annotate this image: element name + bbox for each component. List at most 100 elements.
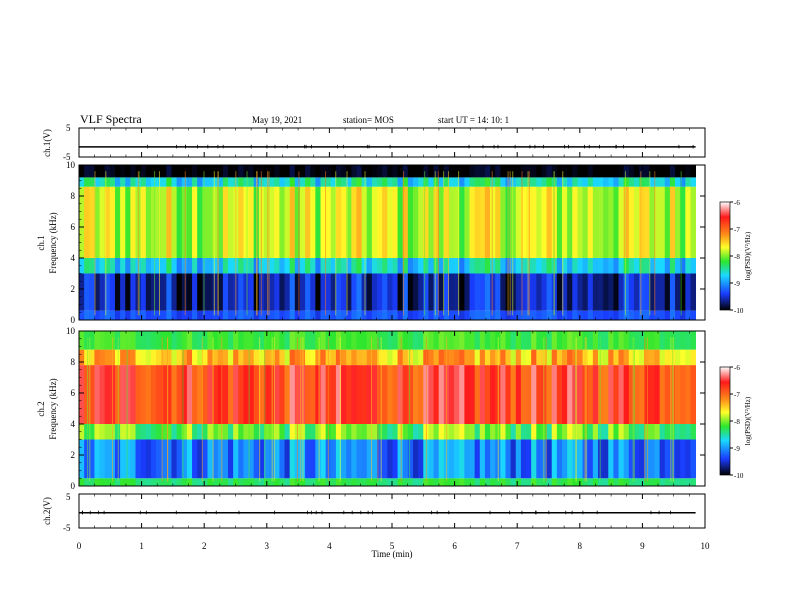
spectrogram-cell: [541, 177, 547, 187]
spectrogram-cell: [325, 186, 332, 258]
spectrogram-cell: [130, 478, 136, 486]
ch2-wave-ylabel: ch.2(V): [42, 497, 52, 525]
spectrogram-cell: [659, 310, 666, 320]
spectrogram-cell: [371, 424, 378, 440]
spectrogram-cell: [500, 349, 506, 366]
spectrogram-cell: [597, 310, 604, 320]
spectrogram-cell: [628, 331, 635, 350]
spectrogram-cell: [597, 177, 604, 187]
spectrogram-cell: [351, 165, 357, 178]
spectrogram-cell: [243, 165, 249, 178]
spectrogram-cell: [279, 186, 285, 258]
spectrogram-cell: [675, 424, 681, 440]
spectrogram-cell: [608, 365, 614, 424]
spectrogram-cell: [192, 273, 198, 311]
spectrogram-cell: [330, 177, 337, 187]
spectrogram-cell: [448, 478, 455, 486]
spectrogram-cell: [633, 186, 640, 258]
spectrogram-cell: [335, 273, 342, 311]
spectrogram-cell: [448, 331, 455, 350]
spectrogram-cell: [125, 439, 131, 479]
spectrogram-cell: [212, 439, 219, 479]
spectrogram-cell: [238, 165, 244, 178]
spectrogram-cell: [459, 349, 465, 366]
spectrogram-cell: [238, 177, 244, 187]
spectrogram-cell: [474, 365, 481, 424]
spectrogram-cell: [114, 424, 121, 440]
start-time-label: start UT = 14: 10: 1: [438, 115, 509, 125]
spectrogram-cell: [171, 424, 178, 440]
spectrogram-cell: [654, 349, 661, 366]
spectrogram-cell: [567, 186, 573, 258]
spectrogram-cell: [305, 365, 311, 424]
spectrogram-cell: [685, 439, 691, 479]
spectrogram-cell: [84, 310, 90, 320]
spectrogram-cell: [520, 177, 527, 187]
spectrogram-cell: [628, 349, 635, 366]
spectrogram-cell: [623, 478, 630, 486]
spectrogram-cell: [572, 424, 578, 440]
spectrogram-cell: [166, 310, 172, 320]
spectrogram-cell: [356, 478, 363, 486]
spectrogram-cell: [135, 424, 142, 440]
spectrogram-cell: [433, 331, 440, 350]
spectrogram-cell: [222, 310, 229, 320]
spectrogram-cell: [510, 165, 517, 178]
spectrogram-cell: [366, 273, 373, 311]
spectrogram-cell: [675, 331, 681, 350]
time-axis: 0 1 2 3 4 5 6 7 8 9 10: [77, 128, 710, 551]
spectrogram-cell: [253, 365, 260, 424]
spectrogram-cell: [186, 331, 193, 350]
spectrogram-cell: [192, 439, 198, 479]
spectrogram-cell: [335, 331, 342, 350]
spectrogram-cell: [166, 349, 172, 366]
spectrogram-cell: [305, 331, 311, 350]
spectrogram-cell: [413, 165, 419, 178]
spectrogram-cell: [217, 365, 224, 424]
spectrogram-cell: [310, 424, 316, 440]
spectrogram-cell: [500, 186, 506, 258]
spectrogram-cell: [197, 186, 203, 258]
spectrogram-cell: [299, 273, 306, 311]
spectrogram-cell: [202, 424, 208, 440]
spectrogram-cell: [366, 331, 373, 350]
spectrogram-cell: [202, 186, 208, 258]
spectrogram-cell: [104, 258, 111, 274]
spectrogram-cell: [587, 273, 594, 311]
spectrogram-cell: [310, 349, 316, 366]
spectrogram-cell: [156, 273, 162, 311]
spectrogram-cell: [79, 310, 85, 320]
spectrogram-cell: [397, 365, 404, 424]
spectrogram-cell: [197, 258, 203, 274]
spectrogram-cell: [433, 258, 440, 274]
spectrogram-cell: [490, 331, 496, 350]
spectrogram-cell: [366, 478, 373, 486]
spectrogram-cell: [603, 331, 609, 350]
spectrogram-cell: [418, 439, 424, 479]
spectrogram-cell: [515, 273, 522, 311]
spectrogram-cell: [238, 310, 244, 320]
spectrogram-cell: [253, 424, 260, 440]
spectrogram-cell: [284, 478, 291, 486]
spectrogram-cell: [104, 177, 111, 187]
spectrogram-cell: [351, 177, 357, 187]
spectrogram-cell: [469, 478, 476, 486]
spectrogram-cell: [644, 424, 650, 440]
spectrogram-cell: [603, 478, 609, 486]
spectrogram-cell: [603, 365, 609, 424]
spectrogram-cell: [685, 424, 691, 440]
spectrogram-cell: [135, 331, 142, 350]
spectrogram-cell: [654, 273, 661, 311]
spectrogram-cell: [202, 310, 208, 320]
spectrogram-cell: [479, 331, 486, 350]
spectrogram-cell: [114, 310, 121, 320]
spectrogram-cell: [361, 424, 368, 440]
spectrogram-cell: [382, 439, 388, 479]
spectrogram-cell: [212, 177, 219, 187]
spectrogram-cell: [387, 310, 393, 320]
spectrogram-cell: [361, 258, 368, 274]
spectrogram-cell: [94, 273, 100, 311]
spectrogram-cell: [135, 439, 142, 479]
spectrogram-cell: [644, 310, 650, 320]
ch1-spec-ylabel-freq: Frequency (kHz): [48, 212, 58, 273]
